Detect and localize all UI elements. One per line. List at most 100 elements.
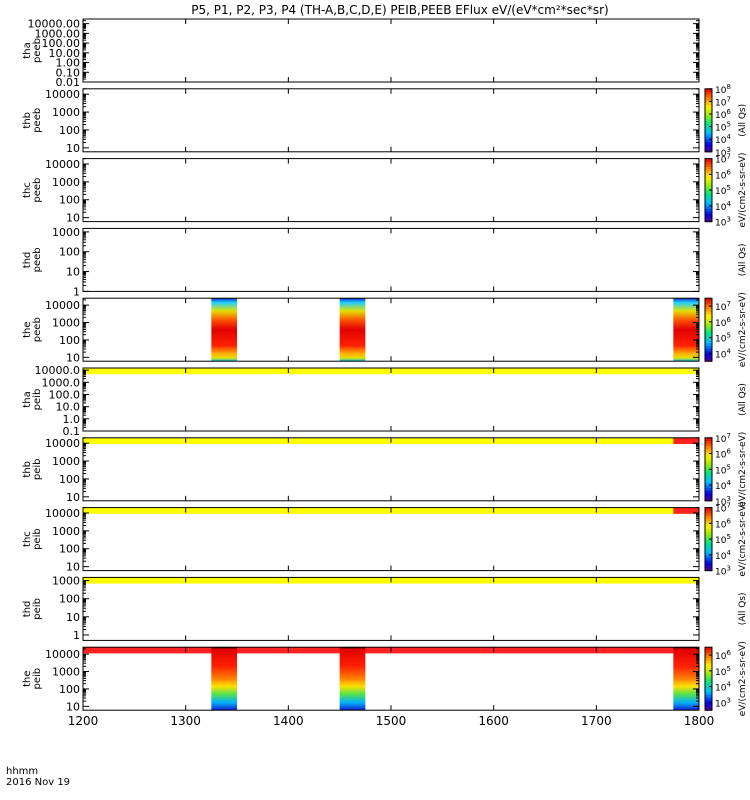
panel-the-peib: 10 100 1000 10000 the peib 103 104 105 106 eV/(cm2… — [22, 641, 748, 716]
colorbar-tick-label: 106 — [715, 517, 731, 530]
y-tick-label: 10.00 — [49, 47, 81, 60]
colorbar-step — [705, 536, 712, 540]
colorbar-step — [705, 313, 712, 318]
y-tick-label: 100.0 — [49, 388, 81, 401]
colorbar-step — [705, 115, 712, 119]
colorbar-step — [705, 552, 712, 556]
y-tick-label: 100.00 — [42, 37, 81, 50]
colorbar-tick-label: 104 — [715, 681, 731, 694]
colorbar-tick-label: 105 — [715, 533, 731, 546]
x-tick-label: 1500 — [376, 714, 407, 728]
colorbar-step — [705, 298, 712, 302]
y-tick-label: 100 — [59, 194, 80, 207]
colorbar-step — [705, 691, 712, 695]
panel-label: peeb — [32, 178, 43, 203]
panel-label: peib — [32, 528, 43, 550]
y-tick-label: 1000 — [52, 106, 80, 119]
colorbar-step — [705, 498, 712, 502]
colorbar-step — [705, 171, 712, 175]
colorbar-title: (All Qs) — [738, 104, 748, 137]
colorbar-step — [705, 91, 712, 95]
colorbar-step — [705, 531, 712, 535]
colorbar-title: eV/(cm2-s-sr-eV) — [738, 502, 748, 577]
colorbar-step — [705, 96, 712, 100]
panel-frame — [82, 158, 700, 223]
colorbar-step — [705, 694, 712, 698]
colorbar-step — [705, 450, 712, 455]
colorbar-step — [705, 128, 712, 132]
footer-time-label: hhmm — [6, 766, 38, 777]
panel-frame — [82, 437, 700, 502]
colorbar-step — [705, 565, 712, 569]
colorbar-step — [705, 510, 712, 514]
colorbar-step — [705, 469, 712, 473]
y-tick-label: 100 — [59, 543, 80, 556]
y-tick-label: 1 — [73, 629, 80, 642]
colorbar-step — [705, 668, 712, 672]
colorbar-tick-label: 104 — [715, 549, 731, 562]
colorbar-step — [705, 562, 712, 566]
colorbar-step — [705, 161, 712, 165]
colorbar-step — [705, 358, 712, 362]
panel-label: the — [22, 670, 33, 686]
colorbar-step — [705, 453, 712, 457]
colorbar-step — [705, 125, 712, 129]
colorbar-step — [705, 120, 712, 124]
y-tick-label: 10000 — [45, 299, 80, 312]
panel-label: peeb — [32, 247, 43, 272]
colorbar-step — [705, 141, 712, 145]
y-tick-label: 1000 — [52, 525, 80, 538]
colorbar-step — [705, 316, 712, 320]
colorbar-tick-label: 107 — [715, 432, 731, 445]
colorbar-step — [705, 211, 712, 215]
colorbar-step — [705, 702, 712, 706]
colorbar-step — [705, 213, 712, 217]
colorbar-step — [705, 670, 712, 674]
colorbar-step — [705, 525, 712, 530]
colorbar-step — [705, 166, 712, 170]
colorbar-step — [705, 678, 712, 682]
colorbar-step — [705, 479, 712, 483]
colorbar-step — [705, 662, 712, 667]
x-tick-label: 1700 — [581, 714, 612, 728]
x-tick-label: 1400 — [273, 714, 304, 728]
panel-label: peib — [32, 598, 43, 620]
colorbar-step — [705, 300, 712, 304]
y-tick-label: 0.1 — [63, 425, 81, 438]
colorbar-tick-label: 106 — [715, 649, 731, 662]
colorbar-step — [705, 464, 712, 468]
colorbar-step — [705, 477, 712, 481]
colorbar-step — [705, 485, 712, 489]
colorbar-step — [705, 707, 712, 711]
colorbar-step — [705, 697, 712, 701]
y-tick-label: 10000 — [45, 648, 80, 661]
panel-label: tha — [22, 42, 33, 58]
chart-title: P5, P1, P2, P3, P4 (TH-A,B,C,D,E) PEIB,P… — [191, 3, 608, 17]
colorbar-step — [705, 342, 712, 346]
y-tick-label: 10000 — [45, 88, 80, 101]
y-tick-label: 10000.0 — [35, 364, 81, 377]
colorbar-step — [705, 337, 712, 341]
colorbar-step — [705, 482, 712, 486]
panel-frame — [82, 646, 700, 711]
colorbar-step — [705, 122, 712, 127]
panel-frame — [82, 297, 700, 362]
panel-label: thb — [22, 112, 33, 129]
colorbar-step — [705, 466, 712, 470]
colorbar-step — [705, 197, 712, 202]
colorbar-step — [705, 657, 712, 661]
y-tick-label: 1000.00 — [35, 27, 81, 40]
colorbar-step — [705, 158, 712, 162]
colorbar-step — [705, 487, 712, 491]
colorbar-step — [705, 109, 712, 113]
panel-label: thd — [22, 252, 33, 269]
y-tick-label: 1000 — [52, 226, 80, 239]
colorbar-step — [705, 218, 712, 223]
colorbar-step — [705, 544, 712, 548]
colorbar-step — [705, 554, 712, 558]
colorbar-step — [705, 443, 712, 447]
colorbar-step — [705, 474, 712, 478]
